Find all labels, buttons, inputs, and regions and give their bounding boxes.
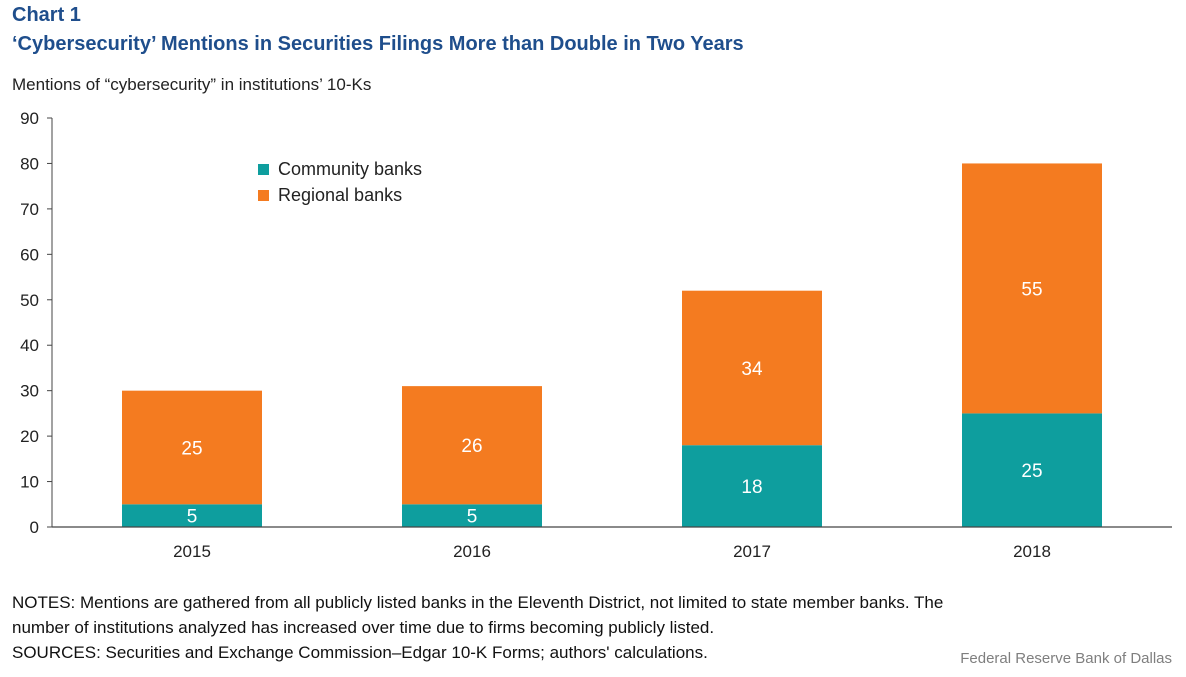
chart-number: Chart 1: [12, 4, 81, 26]
bar-regional: [122, 390, 262, 505]
notes-block: NOTES: Mentions are gathered from all pu…: [12, 590, 1162, 665]
y-tick-label: 50: [20, 291, 39, 310]
legend-swatch: [258, 164, 269, 175]
bar-community: [682, 445, 822, 527]
bar-community: [402, 504, 542, 527]
x-tick-label: 2016: [453, 542, 491, 561]
legend-label: Community banks: [278, 159, 422, 179]
notes-line-2: number of institutions analyzed has incr…: [12, 618, 715, 637]
data-label: 25: [1021, 461, 1042, 482]
x-tick-label: 2018: [1013, 542, 1051, 561]
data-label: 34: [741, 359, 763, 380]
y-tick-label: 10: [20, 473, 39, 492]
legend-label: Regional banks: [278, 185, 402, 205]
data-label: 5: [467, 507, 478, 528]
y-tick-label: 0: [30, 518, 39, 537]
x-tick-label: 2017: [733, 542, 771, 561]
notes-line-1: NOTES: Mentions are gathered from all pu…: [12, 593, 944, 612]
y-axis-label: Mentions of “cybersecurity” in instituti…: [12, 75, 372, 94]
y-tick-label: 40: [20, 336, 39, 355]
legend-swatch: [258, 190, 269, 201]
bar-regional: [962, 163, 1102, 414]
bar-regional: [402, 386, 542, 505]
y-tick-label: 80: [20, 154, 39, 173]
data-label: 18: [741, 477, 762, 498]
data-label: 5: [187, 507, 198, 528]
y-tick-label: 60: [20, 245, 39, 264]
data-label: 55: [1021, 279, 1042, 300]
bar-community: [122, 504, 262, 527]
data-label: 25: [181, 438, 202, 459]
bar-regional: [682, 290, 822, 446]
y-tick-label: 90: [20, 109, 39, 128]
y-tick-label: 30: [20, 382, 39, 401]
source-credit: Federal Reserve Bank of Dallas: [960, 650, 1172, 667]
y-tick-label: 70: [20, 200, 39, 219]
bar-community: [962, 413, 1102, 527]
sources-line: SOURCES: Securities and Exchange Commiss…: [12, 643, 708, 662]
chart-title: ‘Cybersecurity’ Mentions in Securities F…: [12, 33, 744, 55]
data-label: 26: [461, 436, 482, 457]
y-tick-label: 20: [20, 427, 39, 446]
x-tick-label: 2015: [173, 542, 211, 561]
